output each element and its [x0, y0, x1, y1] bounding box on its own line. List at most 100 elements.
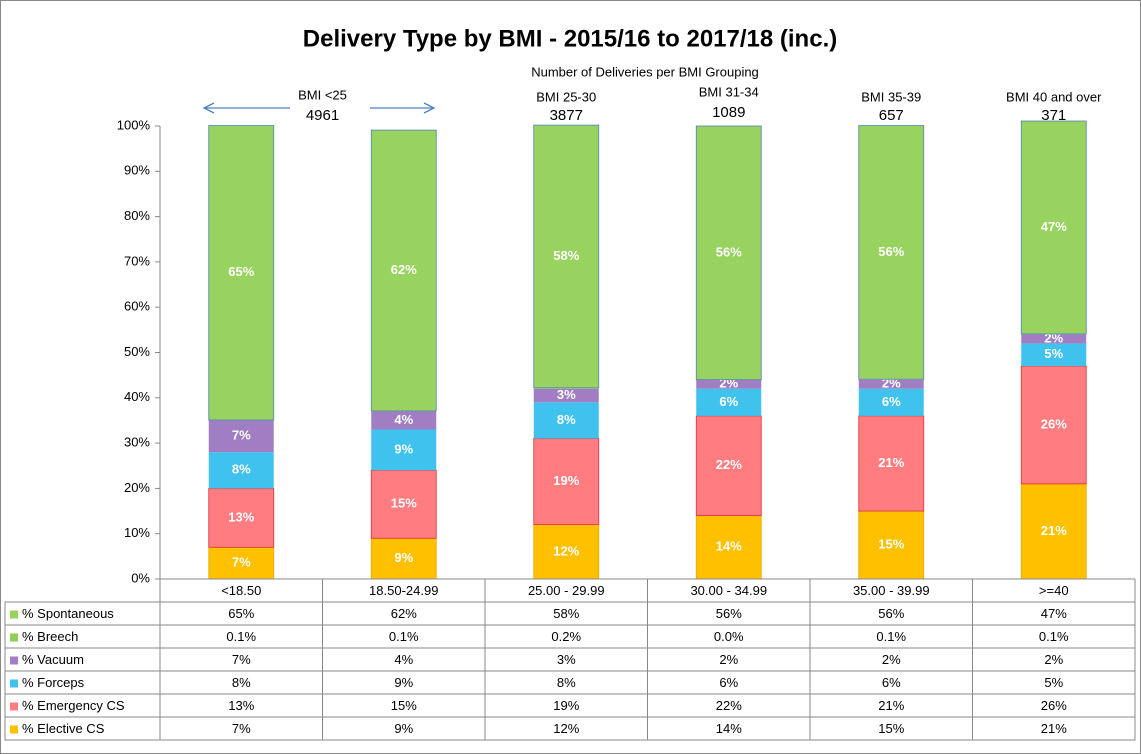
- table-cell: 26%: [1041, 698, 1067, 713]
- bar-segment: [533, 124, 600, 389]
- group-label: BMI 40 and over: [1006, 89, 1102, 104]
- data-label: 22%: [716, 457, 742, 472]
- legend-swatch: [10, 610, 18, 619]
- table-cell: 6%: [719, 675, 738, 690]
- legend-swatch: [10, 679, 18, 688]
- table-cell: 4%: [394, 652, 413, 667]
- bar-segment: [696, 379, 762, 389]
- y-tick-label: 0%: [131, 570, 150, 585]
- legend-label: % Forceps: [22, 675, 85, 690]
- table-cell: 7%: [232, 652, 251, 667]
- table-cell: 65%: [228, 606, 254, 621]
- data-label: 8%: [232, 462, 251, 477]
- bar-segment: [696, 388, 762, 416]
- table-cell: 58%: [553, 606, 579, 621]
- y-tick-label: 90%: [124, 163, 150, 178]
- y-tick-label: 20%: [124, 480, 150, 495]
- group-count: 371: [1041, 107, 1066, 124]
- legend-swatch: [10, 725, 18, 734]
- group-count: 1089: [712, 104, 745, 121]
- legend-swatch: [10, 656, 18, 665]
- data-label: 21%: [1041, 523, 1067, 538]
- table-cell: 19%: [553, 698, 579, 713]
- group-label: BMI 31-34: [699, 84, 759, 99]
- table-cell: 0.2%: [551, 629, 581, 644]
- bar-segment: [533, 388, 599, 403]
- data-label: 56%: [716, 244, 742, 259]
- table-cell: 62%: [391, 606, 417, 621]
- legend-label: % Vacuum: [22, 652, 84, 667]
- x-tick-label: >=40: [1039, 583, 1069, 598]
- data-label: 62%: [391, 262, 417, 277]
- bar-segment: [1020, 483, 1087, 580]
- bar-segment: [858, 388, 924, 416]
- y-tick-label: 30%: [124, 435, 150, 450]
- arrow-head: [423, 102, 436, 114]
- data-label: 15%: [878, 536, 904, 551]
- table-cell: 56%: [716, 606, 742, 621]
- bar-segment: [858, 415, 925, 512]
- data-label: 12%: [553, 543, 579, 558]
- data-label: 65%: [228, 264, 254, 279]
- table-cell: 0.0%: [714, 629, 744, 644]
- bar-segment: [695, 515, 762, 580]
- data-label: 9%: [394, 550, 413, 565]
- data-label: 13%: [228, 509, 254, 524]
- bar-segment: [695, 125, 762, 381]
- x-tick-label: 35.00 - 39.99: [853, 583, 930, 598]
- table-cell: 21%: [878, 698, 904, 713]
- data-label: 7%: [232, 428, 251, 443]
- table-cell: 14%: [716, 721, 742, 736]
- chart-subtitle: Number of Deliveries per BMI Grouping: [531, 64, 759, 79]
- data-label: 15%: [391, 496, 417, 511]
- bar-segment: [371, 429, 437, 471]
- y-tick-label: 40%: [124, 389, 150, 404]
- table-cell: 9%: [394, 721, 413, 736]
- data-label: 6%: [882, 394, 901, 409]
- group-label: BMI <25: [298, 87, 347, 102]
- bar-segment: [1020, 365, 1087, 485]
- table-cell: 3%: [557, 652, 576, 667]
- bar-segment: [533, 438, 600, 526]
- table-cell: 47%: [1041, 606, 1067, 621]
- arrow-head: [202, 102, 215, 114]
- legend-swatch: [10, 633, 18, 642]
- y-tick-label: 50%: [124, 344, 150, 359]
- bar-segment: [1021, 343, 1087, 367]
- group-label: BMI 25-30: [536, 89, 596, 104]
- bar-segment: [695, 415, 762, 516]
- table-cell: 22%: [716, 698, 742, 713]
- table-cell: 0.1%: [876, 629, 906, 644]
- data-label: 21%: [878, 455, 904, 470]
- table-cell: 0.1%: [389, 629, 419, 644]
- bar-segment: [370, 537, 437, 580]
- bar-segment: [858, 379, 924, 389]
- group-label: BMI 35-39: [861, 89, 921, 104]
- table-cell: 15%: [391, 698, 417, 713]
- bar-segment: [371, 411, 437, 430]
- data-label: 14%: [716, 539, 742, 554]
- table-cell: 9%: [394, 675, 413, 690]
- bar-segment: [370, 129, 437, 412]
- bar-segment: [208, 125, 275, 421]
- group-count: 3877: [550, 107, 583, 124]
- table-cell: 2%: [1044, 652, 1063, 667]
- table-cell: 56%: [878, 606, 904, 621]
- data-label: 19%: [553, 473, 579, 488]
- legend-label: % Spontaneous: [22, 606, 114, 621]
- group-count: 657: [879, 107, 904, 124]
- data-label: 8%: [557, 412, 576, 427]
- bar-segment: [1020, 120, 1087, 335]
- data-label: 4%: [394, 412, 413, 427]
- y-tick-label: 80%: [124, 208, 150, 223]
- y-tick-label: 60%: [124, 299, 150, 314]
- legend-swatch: [10, 702, 18, 711]
- bar-segment: [1021, 334, 1087, 344]
- group-count: 4961: [306, 107, 339, 124]
- data-label: 58%: [553, 248, 579, 263]
- table-cell: 2%: [882, 652, 901, 667]
- table-cell: 0.1%: [1039, 629, 1069, 644]
- data-label: 9%: [394, 441, 413, 456]
- table-cell: 13%: [228, 698, 254, 713]
